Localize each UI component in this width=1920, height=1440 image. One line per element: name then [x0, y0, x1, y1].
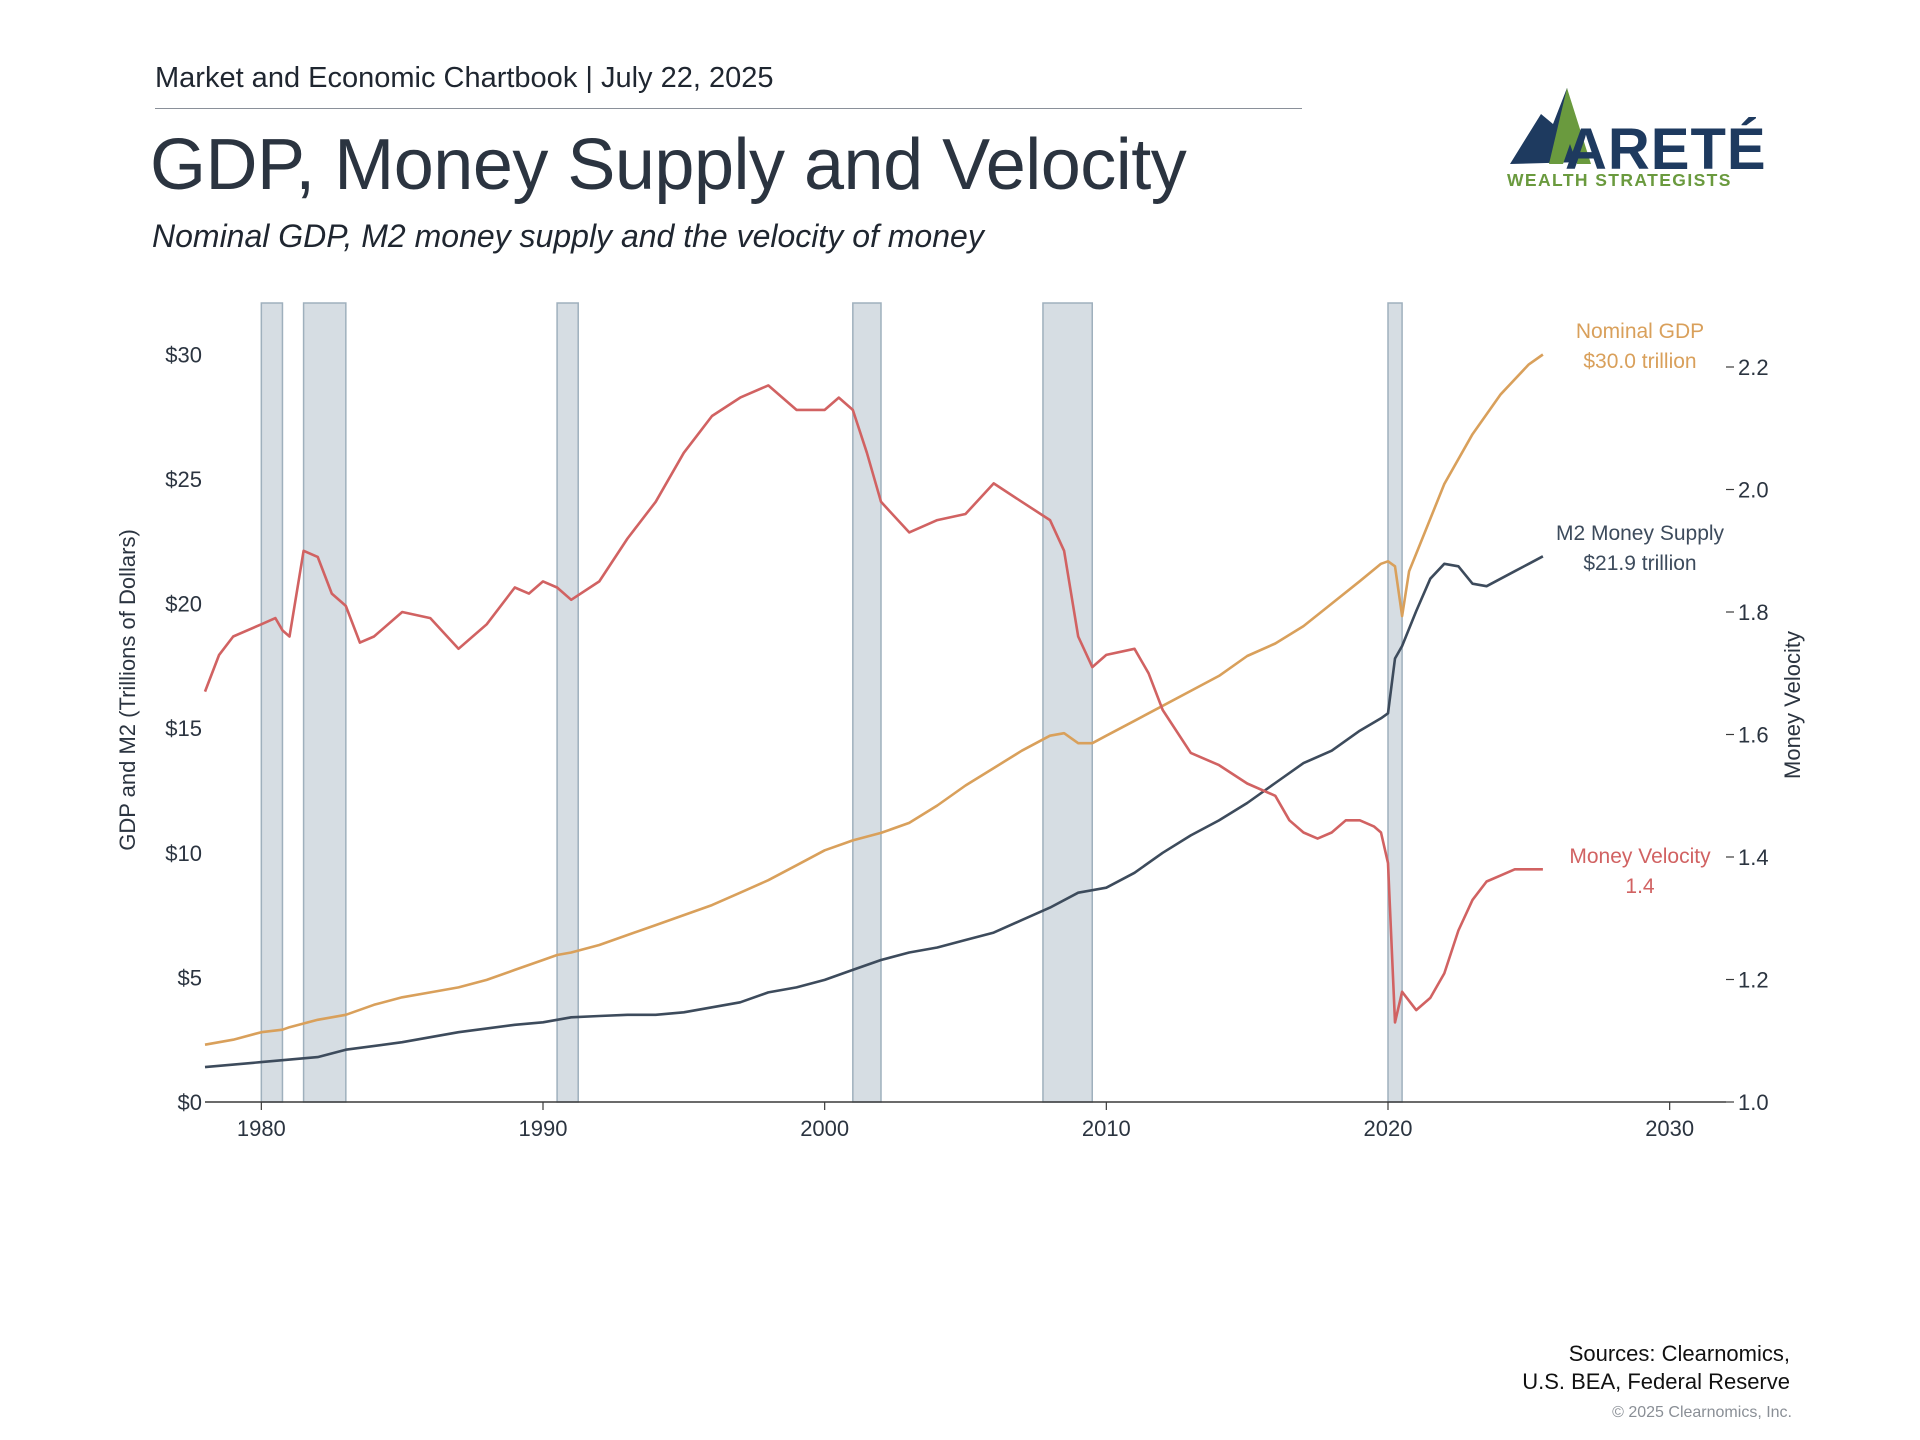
chartbook-header: Market and Economic Chartbook | July 22,…	[155, 62, 774, 94]
money-velocity-end-label: Money Velocity	[1569, 845, 1711, 868]
money-velocity-end-value: 1.4	[1625, 875, 1655, 898]
chart-axes: 1980 1990 2000 2010 2020 2030 $0 $5 $10 $15 $20 $25…	[165, 342, 1768, 1141]
y2-tick-label: 2.0	[1738, 478, 1769, 503]
page-subtitle: Nominal GDP, M2 money supply and the vel…	[152, 218, 984, 254]
y-axis-label: GDP and M2 (Trillions of Dollars)	[115, 529, 140, 851]
recession-band-3	[852, 302, 882, 1103]
y-tick-label: $10	[165, 841, 202, 866]
y2-tick-label: 2.2	[1738, 355, 1769, 380]
x-tick-label: 2030	[1645, 1116, 1694, 1141]
series-lines	[203, 353, 1544, 1069]
line-chart: 1980 1990 2000 2010 2020 2030 $0 $5 $10 $15 $20 $25…	[115, 302, 1805, 1141]
nominal-gdp-end-label: Nominal GDP	[1576, 320, 1704, 343]
sources-line-1: Sources: Clearnomics,	[1568, 1341, 1790, 1366]
y-tick-label: $25	[165, 467, 202, 492]
mountain-logo-icon	[1510, 88, 1591, 164]
nominal-gdp-line	[204, 353, 1544, 1046]
y-tick-label: $5	[178, 965, 202, 990]
x-tick-label: 2000	[800, 1116, 849, 1141]
y2-tick-label: 1.0	[1738, 1090, 1769, 1115]
recession-bands	[260, 302, 1403, 1103]
page-title: GDP, Money Supply and Velocity	[150, 125, 1187, 205]
recession-band-0	[260, 302, 284, 1103]
recession-band-1	[302, 302, 347, 1103]
sources-note: Sources: Clearnomics, U.S. BEA, Federal …	[1522, 1340, 1790, 1396]
logo-tagline: WEALTH STRATEGISTS	[1507, 170, 1732, 190]
nominal-gdp-end-value: $30.0 trillion	[1583, 350, 1696, 373]
m2-money-supply-end-value: $21.9 trillion	[1583, 552, 1696, 575]
x-tick-label: 1990	[519, 1116, 568, 1141]
copyright-note: © 2025 Clearnomics, Inc.	[1612, 1404, 1792, 1421]
money-velocity-line	[203, 384, 1543, 1024]
x-tick-label: 1980	[237, 1116, 286, 1141]
header-divider	[155, 108, 1302, 109]
logo-wordmark: ARETÉ	[1565, 117, 1767, 182]
y2-tick-label: 1.2	[1738, 968, 1769, 993]
m2-money-supply-end-label: M2 Money Supply	[1556, 522, 1725, 545]
y2-axis-label: Money Velocity	[1780, 631, 1805, 779]
y2-tick-label: 1.6	[1738, 723, 1769, 748]
sources-line-2: U.S. BEA, Federal Reserve	[1522, 1369, 1790, 1394]
chart-labels: Nominal GDP $30.0 trillion M2 Money Supply…	[1556, 320, 1725, 898]
y2-tick-label: 1.8	[1738, 600, 1769, 625]
y-tick-label: $30	[165, 342, 202, 367]
y2-tick-label: 1.4	[1738, 845, 1769, 870]
recession-band-2	[556, 302, 579, 1103]
m2-money-supply-line	[204, 555, 1544, 1069]
x-tick-label: 2010	[1082, 1116, 1131, 1141]
recession-band-4	[1042, 302, 1094, 1103]
y-tick-label: $20	[165, 592, 202, 617]
y-tick-label: $0	[178, 1090, 202, 1115]
y-tick-label: $15	[165, 716, 202, 741]
arete-logo: ARETÉ WEALTH STRATEGISTS	[1505, 84, 1766, 194]
x-tick-label: 2020	[1364, 1116, 1413, 1141]
